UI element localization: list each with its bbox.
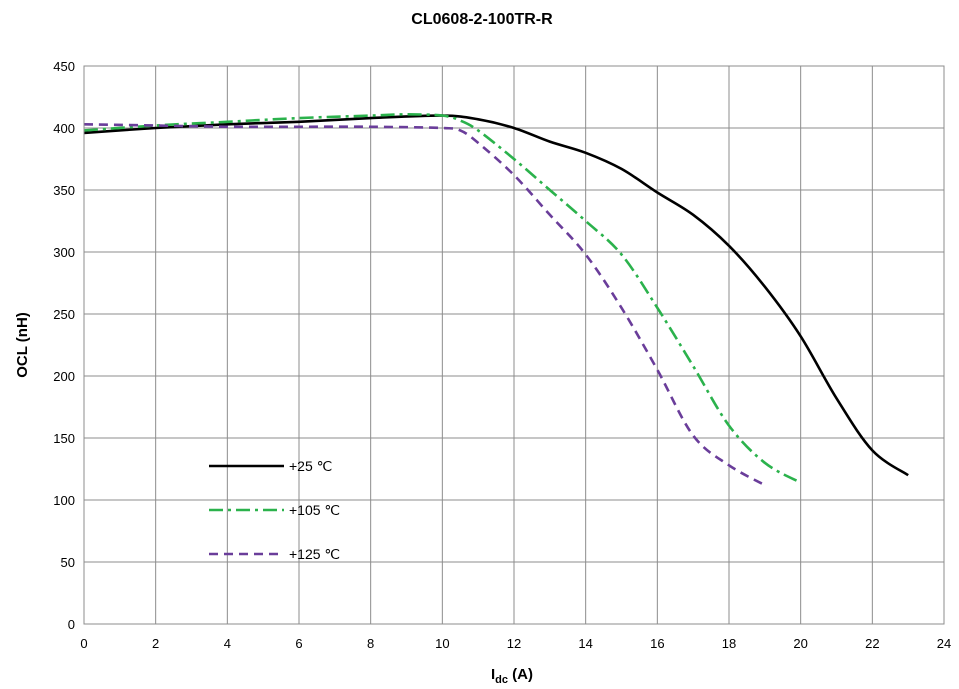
y-tick-label: 450: [53, 59, 75, 74]
x-tick-label: 12: [507, 636, 521, 651]
x-tick-label: 18: [722, 636, 736, 651]
x-axis-label: Idc (A): [491, 666, 533, 686]
x-tick-label: 16: [650, 636, 664, 651]
legend-label: +105 ℃: [289, 502, 340, 518]
y-tick-labels: 0 50 100 150 200 250 300 350 400 450: [53, 59, 75, 632]
legend-label: +25 ℃: [289, 458, 332, 474]
y-tick-label: 350: [53, 183, 75, 198]
series-line: [83, 113, 802, 484]
x-tick-label: 2: [152, 636, 159, 651]
y-tick-label: 300: [53, 245, 75, 260]
x-axis-label-subscript: dc: [495, 674, 508, 686]
y-tick-label: 150: [53, 431, 75, 446]
x-tick-label: 10: [435, 636, 449, 651]
grid: [83, 65, 945, 625]
x-axis-label-unit: (A): [508, 666, 533, 683]
x-tick-label: 24: [937, 636, 951, 651]
x-tick-label: 14: [578, 636, 592, 651]
x-tick-label: 0: [80, 636, 87, 651]
series-layer: [83, 113, 909, 487]
x-tick-label: 4: [224, 636, 231, 651]
y-tick-label: 50: [61, 555, 75, 570]
x-tick-label: 20: [793, 636, 807, 651]
legend-label: +125 ℃: [289, 546, 340, 562]
legend: +25 ℃ +105 ℃ +125 ℃: [209, 458, 340, 562]
series-line: [83, 122, 766, 487]
y-tick-label: 200: [53, 369, 75, 384]
chart-title: CL0608-2-100TR-R: [411, 11, 553, 28]
series-line: [83, 114, 909, 477]
x-tick-label: 8: [367, 636, 374, 651]
x-tick-label: 6: [295, 636, 302, 651]
y-tick-label: 250: [53, 307, 75, 322]
y-tick-label: 400: [53, 121, 75, 136]
y-tick-label: 0: [68, 617, 75, 632]
y-axis-label: OCL (nH): [14, 312, 31, 378]
y-tick-label: 100: [53, 493, 75, 508]
plot-frame: [83, 65, 945, 625]
x-tick-labels: 0 2 4 6 8 10 12 14 16 18 20 22 24: [80, 636, 951, 651]
x-tick-label: 22: [865, 636, 879, 651]
x-axis-label-main: I: [491, 666, 495, 683]
